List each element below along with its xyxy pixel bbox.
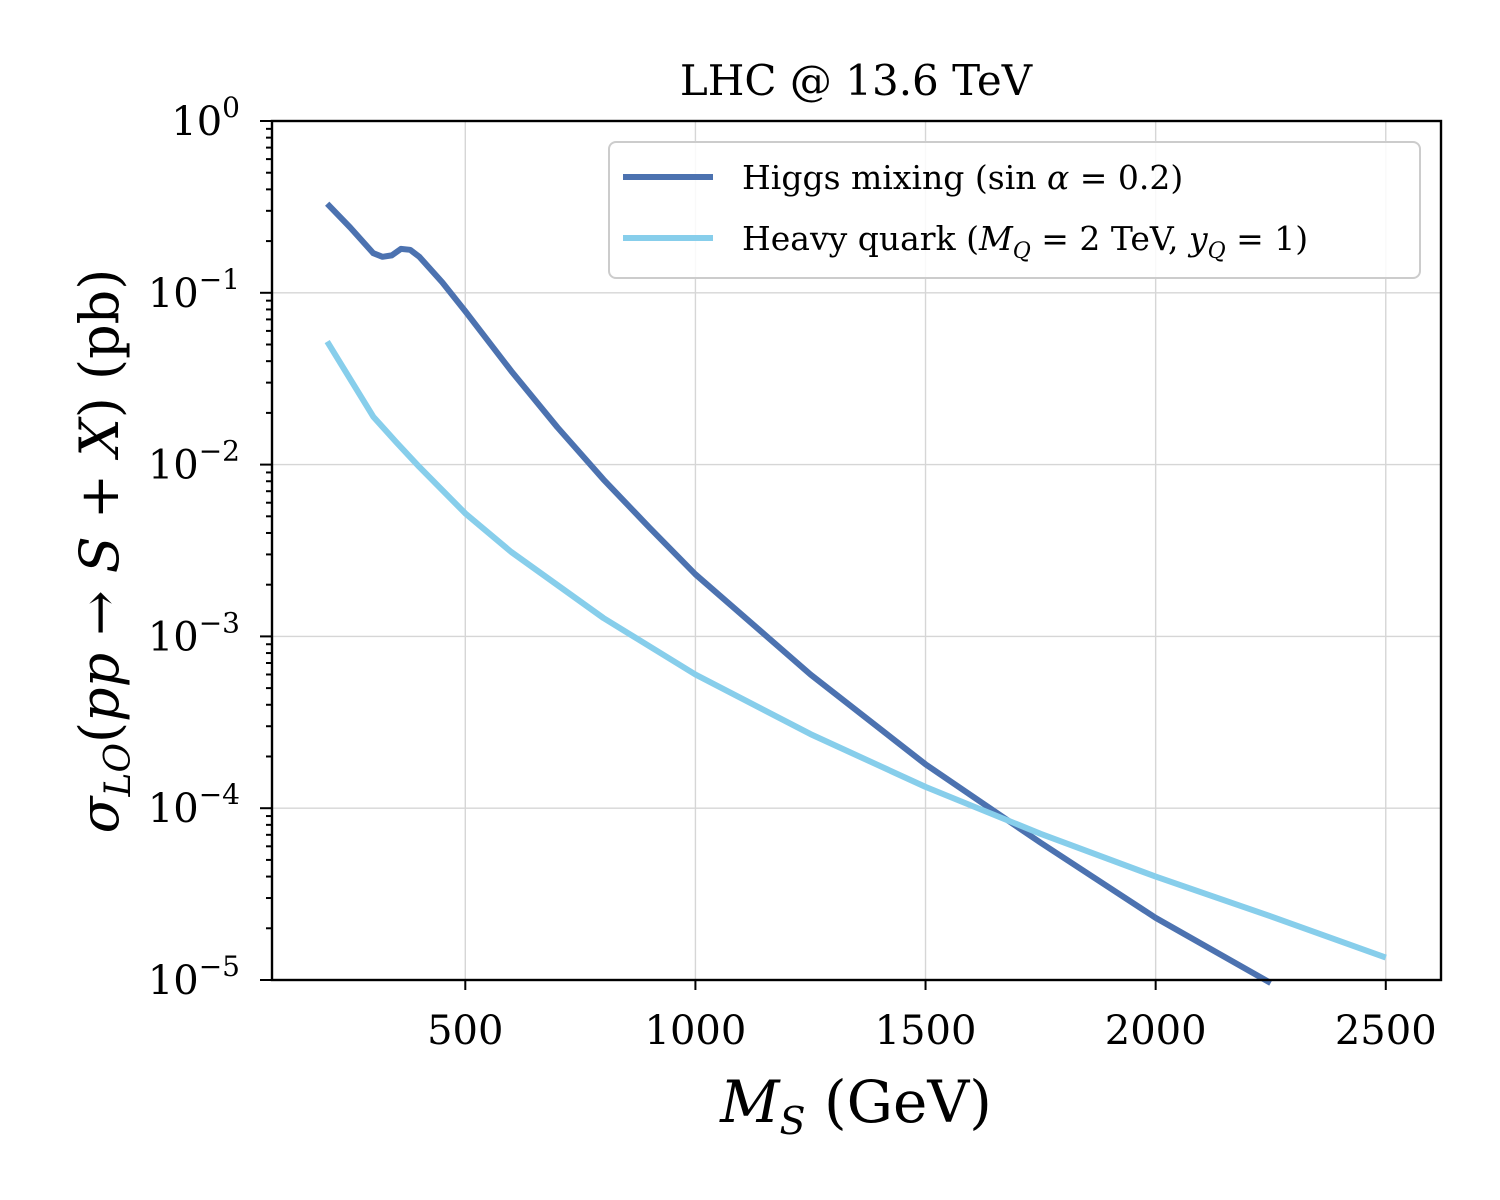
y-tick-label: 10−5	[148, 950, 240, 1004]
y-axis-label: σLO(pp → S + X) (pb)	[68, 269, 139, 834]
x-axis-label: MS (GeV)	[719, 1068, 992, 1143]
x-tick-labels: 500 1000 1500 2000 2500	[427, 1008, 1437, 1054]
plot-frame	[270, 119, 1443, 982]
legend-label-higgs-mixing: Higgs mixing (sin α = 0.2)	[742, 158, 1183, 197]
legend-box	[608, 141, 1421, 279]
series-lines	[324, 201, 1387, 986]
x-tick-label: 1000	[645, 1008, 747, 1054]
x-tick-label: 1500	[875, 1008, 977, 1054]
chart-title: LHC @ 13.6 TeV	[680, 56, 1033, 105]
y-tick-labels: 100 10−1 10−2 10−3 10−4 10−5	[148, 91, 240, 1004]
x-tick-label: 2500	[1335, 1008, 1437, 1054]
series-line-heavy-quark	[324, 340, 1387, 961]
y-tick-label: 10−2	[148, 435, 240, 489]
y-tick-label: 10−1	[148, 263, 240, 317]
series-line-higgs-mixing	[325, 201, 1273, 986]
y-tick-label: 10−3	[148, 606, 240, 660]
x-tick-label: 2000	[1105, 1008, 1207, 1054]
y-tick-label: 10−4	[148, 778, 240, 832]
y-tick-label: 100	[171, 91, 240, 145]
x-tick-label: 500	[427, 1008, 503, 1054]
legend: Higgs mixing (sin α = 0.2) Heavy quark (…	[608, 141, 1421, 279]
